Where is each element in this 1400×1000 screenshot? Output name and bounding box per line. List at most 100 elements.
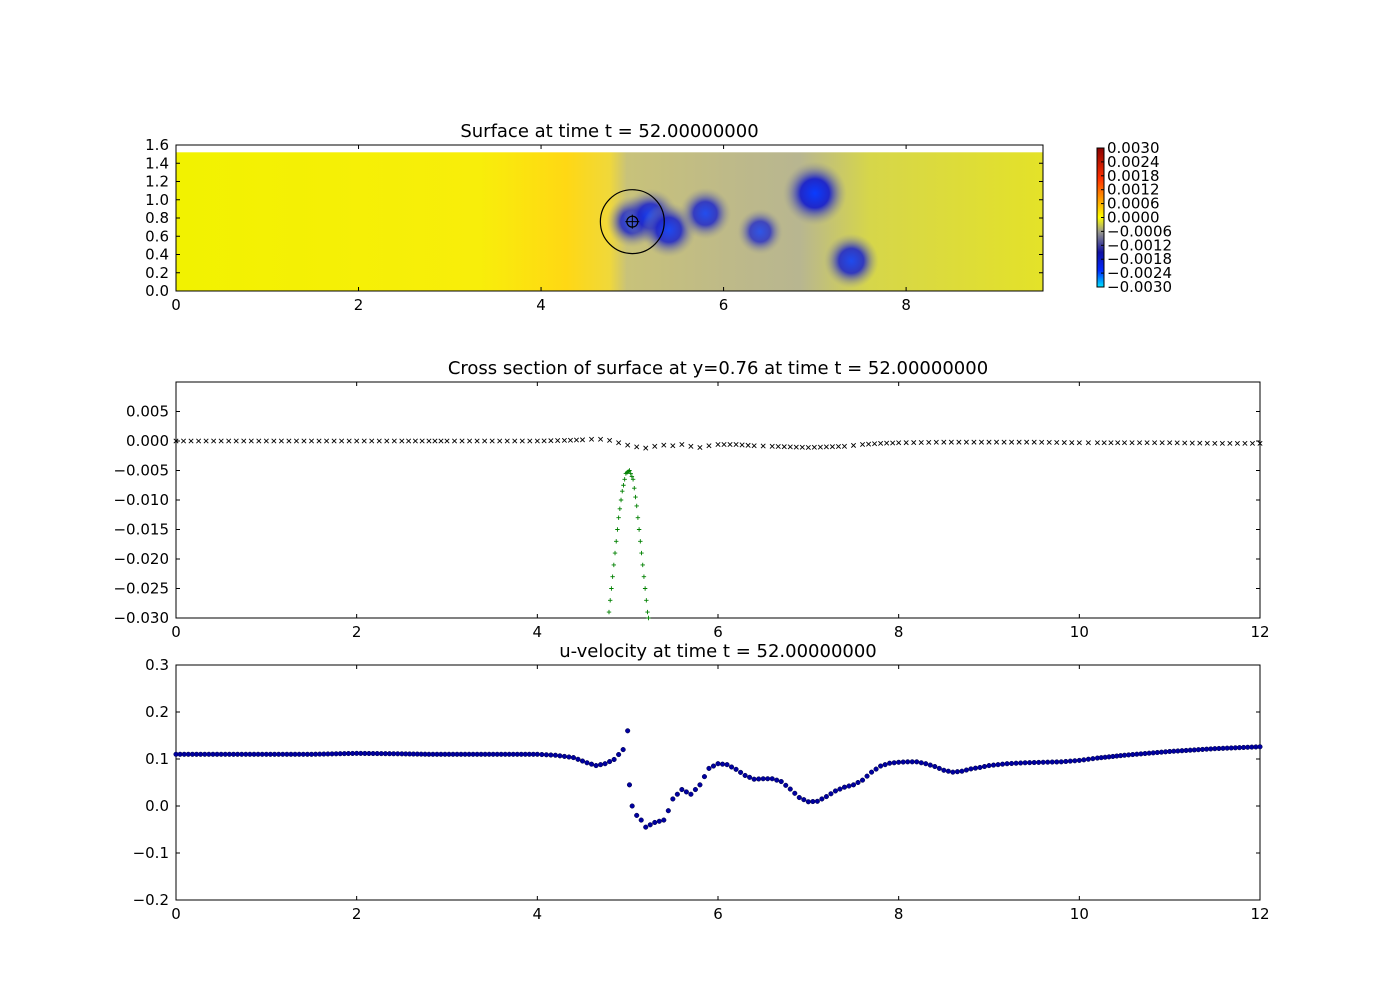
colorbar-tick-label: 0.0000 <box>1107 209 1160 227</box>
bottom-profile-marker <box>634 503 639 509</box>
surface-point-marker <box>679 442 685 448</box>
surface-point-marker <box>489 438 495 444</box>
velocity-point <box>1018 760 1024 766</box>
velocity-point <box>778 779 784 785</box>
surface-point-marker <box>308 438 315 444</box>
surface-point-marker <box>652 443 658 449</box>
velocity-point <box>688 791 694 797</box>
surface-point-marker <box>941 439 947 445</box>
velocity-point <box>593 763 599 769</box>
surface-point-marker <box>354 438 360 444</box>
velocity-point <box>715 761 721 767</box>
colorbar-tick-label: −0.0006 <box>1107 222 1172 240</box>
surface-heatmap-panel: Surface at time t = 52.00000000 0 2 4 6 8 0.… <box>145 121 1172 314</box>
surface-point-marker <box>625 442 631 448</box>
velocity-point <box>923 761 929 767</box>
surface-point-marker <box>426 438 432 444</box>
bottom-profile-marker <box>618 497 624 503</box>
velocity-point <box>588 761 595 767</box>
surface-point-marker <box>1219 440 1225 446</box>
velocity-point <box>869 769 875 775</box>
surface-point-marker <box>850 442 857 448</box>
velocity-point <box>792 790 798 796</box>
velocity-point <box>905 759 911 765</box>
y-tick-label: −0.010 <box>113 491 169 509</box>
surface-point-marker <box>661 442 667 448</box>
velocity-point <box>918 760 924 766</box>
surface-point-marker <box>412 438 418 444</box>
velocity-point <box>810 798 816 805</box>
surface-point-marker <box>196 438 202 444</box>
velocity-point <box>738 769 744 775</box>
surface-point-marker <box>218 438 224 444</box>
surface-point-marker <box>823 444 829 450</box>
velocity-point <box>584 760 590 766</box>
velocity-point <box>557 753 563 759</box>
surface-point-marker <box>361 438 367 444</box>
surface-point-marker <box>878 440 884 446</box>
velocity-point <box>733 766 739 772</box>
surface-point-marker <box>391 438 397 444</box>
surface-point-marker <box>986 439 992 445</box>
surface-point-marker <box>432 438 438 444</box>
velocity-point <box>1067 758 1073 764</box>
surface-point-marker <box>1242 440 1248 446</box>
velocity-point <box>846 783 852 789</box>
velocity-point <box>882 762 888 768</box>
x-axis: 0 2 4 6 8 10 12 <box>171 665 1270 923</box>
surface-point-marker <box>835 443 841 450</box>
surface-point-marker <box>634 444 640 450</box>
colorbar-tick-label: 0.0006 <box>1107 195 1160 213</box>
velocity-point <box>932 763 938 770</box>
x-tick-label: 8 <box>894 623 904 641</box>
surface-point-marker <box>994 439 1000 445</box>
velocity-point <box>661 817 667 823</box>
bottom-profile-marker <box>616 515 621 520</box>
velocity-point <box>990 762 997 768</box>
velocity-point <box>787 786 793 792</box>
surface-point-marker <box>751 443 757 449</box>
bottom-profile-marker <box>612 550 618 556</box>
series-markers <box>173 436 1263 621</box>
velocity-point <box>986 763 992 769</box>
surface-point-marker <box>444 438 450 444</box>
velocity-point <box>783 782 789 788</box>
velocity-point <box>697 782 703 788</box>
surface-point-marker <box>745 442 751 448</box>
x-tick-label: 6 <box>713 623 723 641</box>
surface-point-marker <box>1039 439 1045 445</box>
body-outline-circle <box>599 189 665 255</box>
x-tick-label: 6 <box>719 296 729 314</box>
surface-point-marker <box>829 444 835 450</box>
surface-point-marker <box>706 443 712 449</box>
surface-point-marker <box>346 438 352 444</box>
velocity-point <box>1036 759 1042 765</box>
velocity-point <box>598 762 604 768</box>
surface-point-marker <box>890 440 896 446</box>
y-tick-label: 1.4 <box>145 154 169 172</box>
surface-point-marker <box>467 438 473 444</box>
surface-point-marker <box>896 440 902 446</box>
surface-point-marker <box>715 442 721 448</box>
y-tick-label: 0.2 <box>145 703 169 721</box>
bottom-profile-marker <box>609 586 614 591</box>
velocity-point <box>950 769 956 775</box>
surface-point-marker <box>548 438 554 444</box>
velocity-point <box>1049 759 1055 765</box>
y-tick-label: 0.0 <box>145 797 169 815</box>
depression-blob <box>679 187 732 240</box>
velocity-point <box>801 797 807 803</box>
surface-point-marker <box>598 436 604 442</box>
velocity-point <box>765 776 771 782</box>
surface-point-marker <box>589 436 595 442</box>
bottom-profile-marker <box>621 483 626 488</box>
surface-point-marker <box>670 443 676 449</box>
surface-point-marker <box>1189 440 1195 446</box>
velocity-point <box>625 728 631 734</box>
y-tick-label: 1.6 <box>145 136 169 154</box>
x-tick-label: 12 <box>1250 623 1269 641</box>
surface-point-marker <box>339 438 345 444</box>
velocity-point <box>896 759 902 765</box>
velocity-point <box>1040 759 1046 765</box>
velocity-point <box>701 774 708 780</box>
